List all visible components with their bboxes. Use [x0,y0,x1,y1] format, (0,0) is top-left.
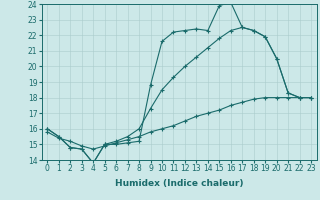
X-axis label: Humidex (Indice chaleur): Humidex (Indice chaleur) [115,179,244,188]
